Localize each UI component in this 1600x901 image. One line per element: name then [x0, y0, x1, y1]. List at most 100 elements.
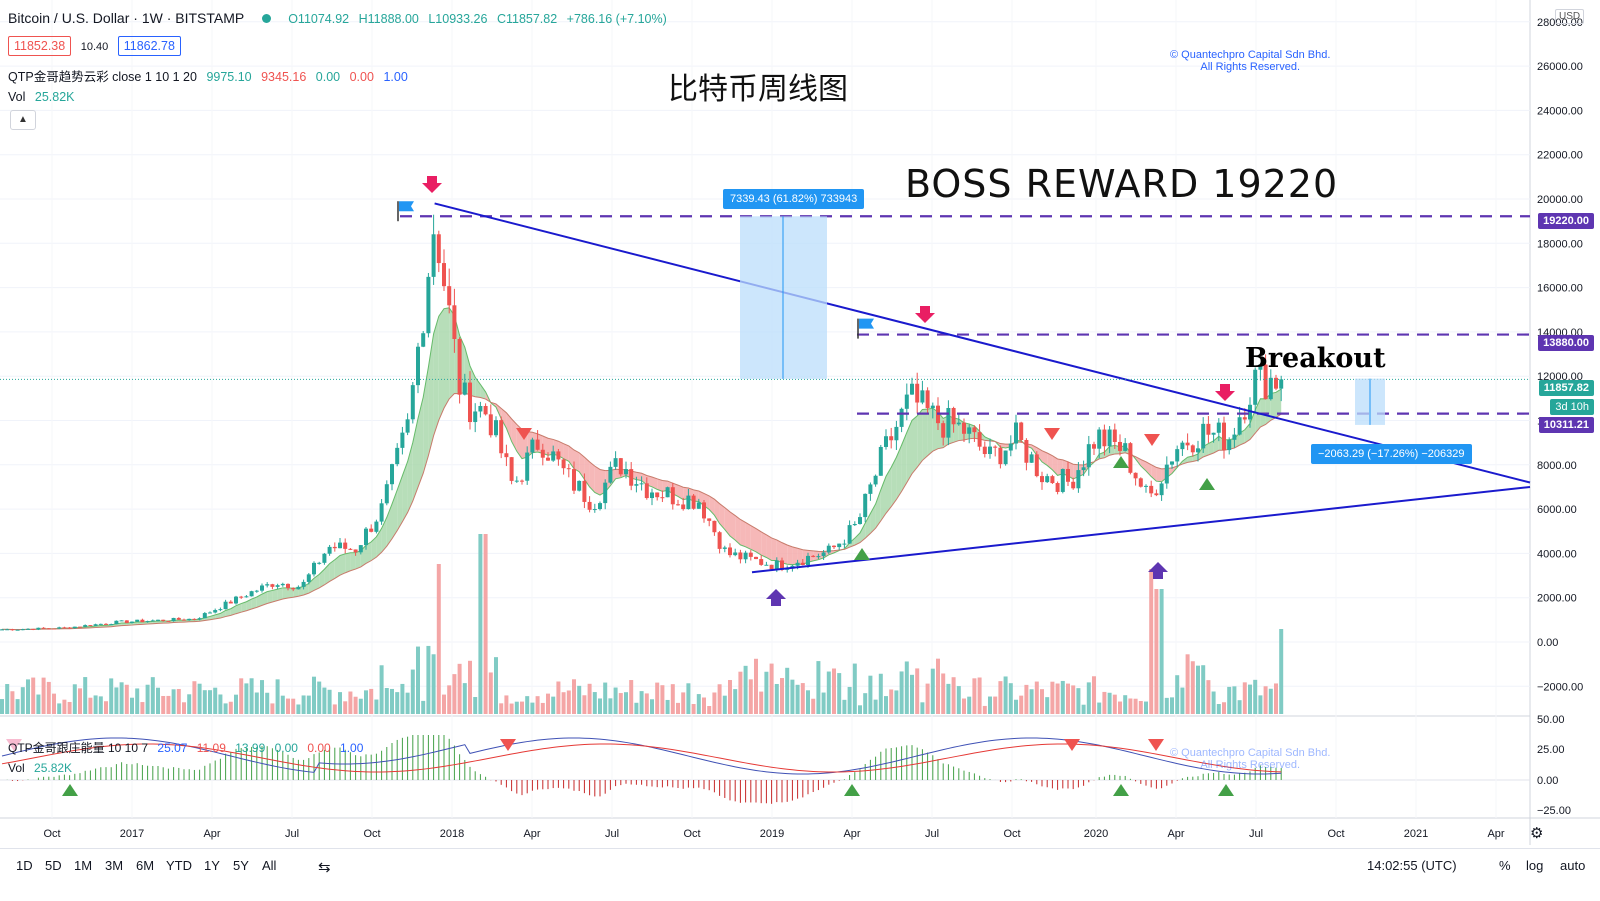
collapse-legend-button[interactable]: ▲ [10, 110, 36, 130]
buy-signal-icon [1113, 784, 1129, 796]
volume-bar [1212, 692, 1216, 714]
boss-reward-annotation[interactable]: BOSS REWARD 19220 [905, 162, 1338, 206]
volume-bar [369, 689, 373, 714]
candle-body [296, 587, 300, 589]
sell-price-button[interactable]: 11852.38 [8, 36, 71, 56]
settings-gear-icon[interactable]: ⚙ [1530, 824, 1543, 842]
candle-body [853, 524, 857, 525]
timeframe-button-1y[interactable]: 1Y [204, 858, 220, 873]
volume-bar [187, 694, 191, 714]
volume-bar [198, 684, 202, 714]
compare-icon[interactable]: ⇆ [318, 858, 331, 876]
candle-body [447, 286, 451, 305]
candle-body [582, 481, 586, 502]
timeframe-button-3m[interactable]: 3M [105, 858, 123, 873]
copyright-line-2: All Rights Reserved. [1170, 61, 1330, 73]
breakout-annotation[interactable]: Breakout [1245, 343, 1386, 374]
oscillator-name[interactable]: QTP金哥跟庄能量 10 10 7 [8, 741, 148, 755]
volume-bar [1050, 682, 1054, 714]
candle-body [270, 584, 274, 587]
timeframe-button-all[interactable]: All [262, 858, 276, 873]
candle-body [666, 487, 670, 497]
volume-bar [1040, 689, 1044, 714]
candle-body [1206, 424, 1210, 435]
volume-bar [42, 678, 46, 714]
volume-legend[interactable]: Vol 25.82K [8, 90, 81, 104]
volume-bar [660, 685, 664, 714]
price-axis-label: 16000.00 [1537, 283, 1583, 295]
countdown-tag: 3d 10h [1550, 399, 1594, 415]
candle-body [1191, 445, 1195, 452]
volume-bar [78, 688, 82, 714]
timeframe-button-1m[interactable]: 1M [74, 858, 92, 873]
volume-bar [634, 703, 638, 714]
indicator-legend[interactable]: QTP金哥趋势云彩 close 1 10 1 20 9975.10 9345.1… [8, 66, 414, 85]
candle-body [603, 483, 607, 503]
measure-up-callout[interactable]: 7339.43 (61.82%) 733943 [723, 189, 864, 209]
oscillator-legend[interactable]: QTP金哥跟庄能量 10 10 7 25.07 11.09 13.99 0.00… [8, 739, 369, 756]
symbol-title[interactable]: Bitcoin / U.S. Dollar · 1W · BITSTAMP [8, 10, 244, 26]
candle-body [723, 547, 727, 548]
candle-body [88, 625, 92, 626]
trend-cloud-segment [798, 548, 803, 564]
volume-bar [68, 702, 72, 714]
timeframe-button-5y[interactable]: 5Y [233, 858, 249, 873]
volume-bar [244, 683, 248, 714]
trend-cloud-segment [740, 519, 745, 546]
volume-bar [608, 698, 612, 714]
volume-bar [546, 694, 550, 714]
percent-toggle[interactable]: % [1499, 858, 1511, 873]
candle-body [884, 436, 888, 447]
volume-bar [1238, 700, 1242, 714]
candle-body [754, 557, 758, 559]
buy-price-button[interactable]: 11862.78 [118, 36, 181, 56]
trend-cloud-segment [278, 588, 283, 601]
oscillator-axis-label: 25.00 [1537, 744, 1565, 756]
measure-down-callout[interactable]: −2063.29 (−17.26%) −206329 [1311, 444, 1472, 464]
candle-body [172, 618, 176, 621]
chart-title-annotation[interactable]: 比特币周线图 [668, 64, 848, 108]
candle-body [489, 414, 493, 435]
candle-body [166, 621, 170, 622]
candle-body [218, 609, 222, 610]
timeframe-button-6m[interactable]: 6M [136, 858, 154, 873]
currency-badge[interactable]: USD [1555, 9, 1584, 24]
volume-bar [364, 690, 368, 714]
candle-body [265, 584, 269, 585]
copyright-line-2: All Rights Reserved. [1170, 759, 1330, 771]
candle-body [676, 504, 680, 505]
trend-cloud-segment [787, 545, 792, 565]
candle-body [515, 481, 519, 482]
candle-body [577, 481, 581, 491]
volume-bar [1139, 701, 1143, 714]
volume-bar [270, 703, 274, 714]
volume-bar [291, 699, 295, 714]
timeframe-button-ytd[interactable]: YTD [166, 858, 192, 873]
candle-body [1040, 476, 1044, 482]
candle-body [1196, 448, 1200, 452]
log-toggle[interactable]: log [1526, 858, 1543, 873]
time-axis-label: 2020 [1084, 828, 1108, 840]
indicator-name[interactable]: QTP金哥趋势云彩 close 1 10 1 20 [8, 70, 197, 84]
volume-bar [463, 683, 467, 714]
candle-body [915, 384, 919, 403]
volume-bar [816, 661, 820, 714]
candle-body [484, 406, 488, 414]
candle-body [541, 450, 545, 458]
volume-bar [260, 680, 264, 714]
level-tag-19220: 19220.00 [1538, 213, 1594, 229]
candle-body [182, 620, 186, 621]
timeframe-button-1d[interactable]: 1D [16, 858, 33, 873]
timeframe-button-5d[interactable]: 5D [45, 858, 62, 873]
candle-body [837, 544, 841, 547]
volume-bar [47, 682, 51, 714]
volume-bar [343, 701, 347, 714]
volume-bar [395, 692, 399, 714]
volume-bar [530, 703, 534, 714]
volume-bar [426, 646, 430, 714]
clock-time[interactable]: 14:02:55 (UTC) [1367, 858, 1457, 873]
volume-bar [286, 699, 290, 714]
candle-body [718, 532, 722, 549]
auto-toggle[interactable]: auto [1560, 858, 1585, 873]
volume-bar [234, 695, 238, 714]
